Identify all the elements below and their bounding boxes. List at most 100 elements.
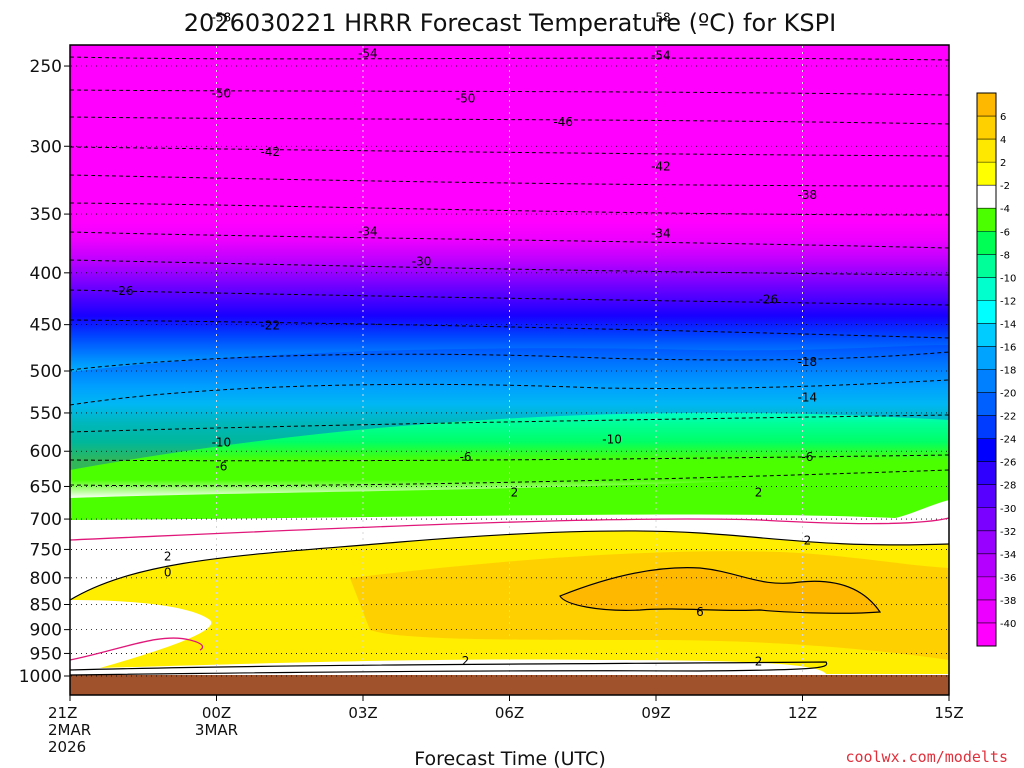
colorbar-label: -24 bbox=[1000, 435, 1016, 446]
colorbar-swatch bbox=[977, 277, 996, 301]
y-tick-label: 950 bbox=[30, 644, 62, 664]
contour-label: -50 bbox=[212, 86, 232, 100]
credit-link[interactable]: coolwx.com/modelts bbox=[845, 748, 1008, 766]
colorbar-label: -26 bbox=[1000, 458, 1016, 469]
colorbar-swatch bbox=[977, 346, 996, 370]
colorbar-label: -6 bbox=[1000, 227, 1010, 238]
isotherm-path bbox=[69, 319, 950, 339]
y-tick-label: 300 bbox=[30, 137, 62, 157]
contour-label: -42 bbox=[651, 159, 671, 173]
isotherm-path bbox=[69, 289, 950, 306]
y-tick-label: 350 bbox=[30, 205, 62, 225]
y-tick-label: 550 bbox=[30, 404, 62, 424]
contour-label: 2 bbox=[755, 655, 763, 669]
colorbar-label: -18 bbox=[1000, 366, 1016, 377]
colorbar-swatch bbox=[977, 553, 996, 578]
colorbar-label: -34 bbox=[1000, 550, 1016, 561]
x-axis-label: Forecast Time (UTC) bbox=[414, 748, 605, 768]
colorbar-swatch bbox=[977, 415, 996, 440]
y-tick-label: 600 bbox=[30, 442, 62, 462]
isotherm-path bbox=[69, 116, 950, 125]
colorbar-swatch bbox=[977, 93, 996, 117]
y-axis-ticks: 250 300 350 400 450 500 550 600 650 700 750 800 850 9… bbox=[19, 57, 70, 687]
warmest-core bbox=[560, 567, 880, 614]
y-tick-label: 1000 bbox=[19, 667, 62, 687]
colorbar-swatch bbox=[977, 231, 996, 255]
contour-label: -6 bbox=[460, 450, 472, 464]
contour-label: -10 bbox=[212, 435, 232, 449]
colorbar-swatch bbox=[977, 208, 996, 232]
colorbar-swatch bbox=[977, 622, 996, 647]
contour-label: -38 bbox=[798, 188, 818, 202]
x-tick-label: 15Z bbox=[934, 704, 963, 722]
y-tick-label: 650 bbox=[30, 477, 62, 497]
colorbar-swatch bbox=[977, 438, 996, 463]
ground-layer bbox=[70, 675, 949, 695]
isotherm-path bbox=[69, 454, 950, 462]
y-tick-label: 850 bbox=[30, 595, 62, 615]
contour-label: -14 bbox=[798, 390, 818, 404]
y-tick-label: 250 bbox=[30, 57, 62, 77]
colorbar-label: 2 bbox=[1000, 158, 1006, 169]
colorbar-swatch bbox=[977, 461, 996, 486]
colorbar-label: -2 bbox=[1000, 181, 1010, 192]
y-tick-label: 800 bbox=[30, 569, 62, 589]
isotherm-path bbox=[69, 414, 950, 433]
y-tick-label: 750 bbox=[30, 540, 62, 560]
x-tick-label: 00Z bbox=[202, 704, 231, 722]
colorbar-label: -38 bbox=[1000, 596, 1016, 607]
x-tick-label: 2MAR bbox=[48, 721, 91, 739]
chart-title: 2026030221 HRRR Forecast Temperature (ºC… bbox=[184, 9, 836, 37]
colorbar-swatch bbox=[977, 139, 996, 163]
y-tick-label: 400 bbox=[30, 264, 62, 284]
contour-label: -26 bbox=[114, 284, 134, 298]
colorbar-label: -32 bbox=[1000, 527, 1016, 538]
contour-label: -10 bbox=[602, 432, 622, 446]
colorbar-label: 4 bbox=[1000, 135, 1006, 146]
colorbar-swatch bbox=[977, 576, 996, 601]
isotherm-path bbox=[69, 379, 950, 406]
colorbar-swatch bbox=[977, 116, 996, 140]
contour-label: -54 bbox=[651, 48, 671, 62]
contour-label: 2 bbox=[462, 654, 470, 668]
colorbar-label: -8 bbox=[1000, 250, 1010, 261]
colorbar-swatch bbox=[977, 392, 996, 417]
contour-label: 2 bbox=[804, 534, 812, 548]
y-tick-label: 500 bbox=[30, 362, 62, 382]
colorbar-swatch bbox=[977, 323, 996, 347]
colorbar-label: -36 bbox=[1000, 573, 1016, 584]
isotherm-lines bbox=[69, 56, 950, 487]
colorbar-label: -16 bbox=[1000, 342, 1016, 353]
warm-contour-path bbox=[69, 661, 828, 676]
x-tick-label: 06Z bbox=[495, 704, 524, 722]
contour-label: -50 bbox=[456, 91, 476, 105]
contour-label: 2 bbox=[511, 486, 519, 500]
warm-contour-lines bbox=[69, 530, 950, 676]
colorbar-label: 6 bbox=[1000, 112, 1006, 123]
colorbar-swatch bbox=[977, 369, 996, 394]
isotherm-path bbox=[69, 56, 950, 61]
contour-label: -34 bbox=[358, 224, 378, 238]
isotherm-path bbox=[69, 174, 950, 187]
colorbar-label: -12 bbox=[1000, 296, 1016, 307]
colorbar-label: -10 bbox=[1000, 273, 1016, 284]
freezing-line-path bbox=[69, 517, 950, 541]
contour-label: -58 bbox=[212, 11, 232, 25]
contour-label: -22 bbox=[260, 319, 280, 333]
y-tick-label: 450 bbox=[30, 316, 62, 336]
colorbar-swatch bbox=[977, 162, 996, 186]
colorbar-swatch bbox=[977, 300, 996, 324]
colorbar-label: -28 bbox=[1000, 481, 1016, 492]
contour-label: 2 bbox=[164, 549, 172, 563]
freezing-line-path bbox=[69, 637, 204, 661]
colorbar-label: -40 bbox=[1000, 619, 1016, 630]
contour-label: 6 bbox=[696, 605, 704, 619]
colorbar-label: -30 bbox=[1000, 504, 1016, 515]
warm-contour-path bbox=[559, 567, 882, 614]
x-tick-label: 2026 bbox=[48, 738, 86, 756]
isotherm-path bbox=[69, 231, 950, 249]
colorbar-swatch bbox=[977, 599, 996, 624]
colorbar-swatch bbox=[977, 254, 996, 278]
colorbar-swatch bbox=[977, 530, 996, 555]
